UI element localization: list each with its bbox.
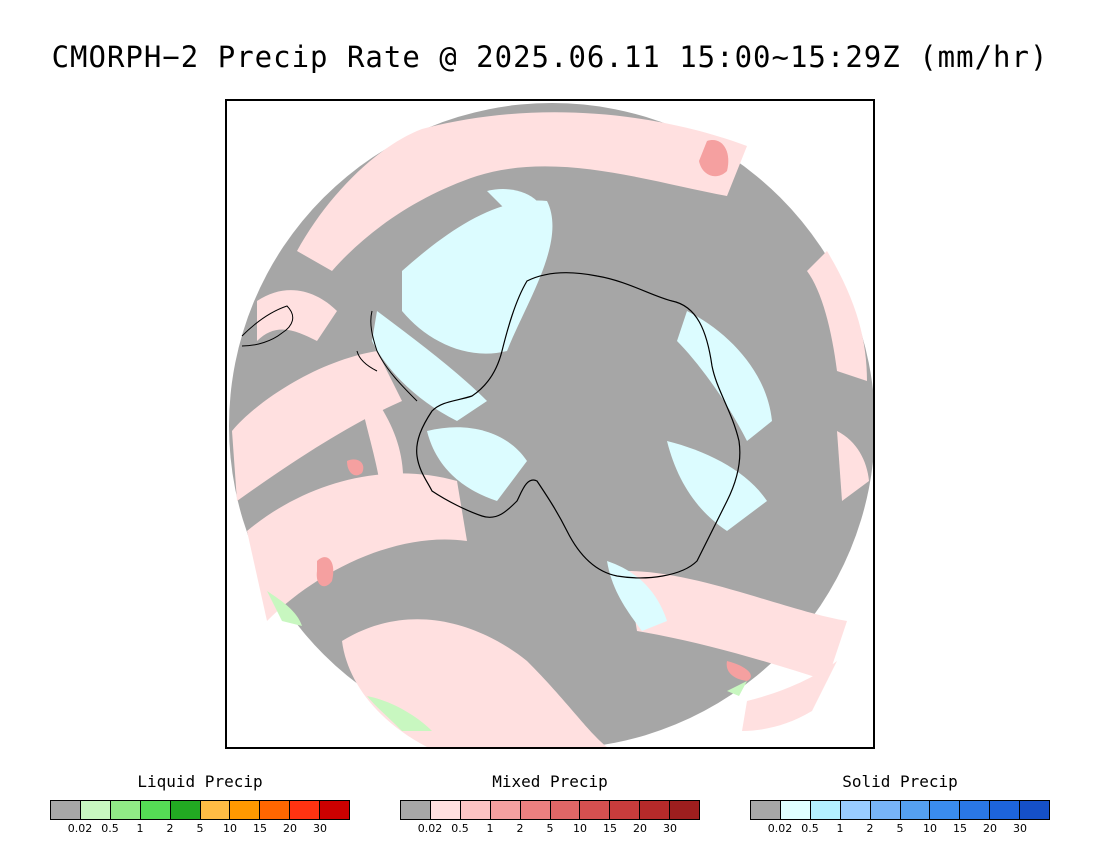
legend-tick-label: 15 xyxy=(603,822,617,835)
legend-swatch xyxy=(810,801,841,819)
legend-swatch xyxy=(140,801,171,819)
legend-swatch xyxy=(580,801,611,819)
legend-tick-label: 2 xyxy=(166,822,174,835)
legend-tick-label: 20 xyxy=(283,822,297,835)
tick-labels: 0.02 0.5 1 2 5 10 15 20 30 xyxy=(750,822,1050,836)
legend-tick-label: 1 xyxy=(136,822,144,835)
legend-liquid-precip: Liquid Precip 0.02 0.5 1 2 5 10 15 20 30 xyxy=(50,772,350,836)
legend-swatch xyxy=(430,801,461,819)
legend-swatch xyxy=(990,801,1021,819)
legend-swatch xyxy=(490,801,521,819)
legend-swatch xyxy=(670,801,700,819)
legend-swatch xyxy=(900,801,931,819)
legend-swatch xyxy=(870,801,901,819)
antarctic-peninsula-coastline xyxy=(356,310,418,402)
legend-swatch xyxy=(640,801,671,819)
legend-tick-label: 15 xyxy=(253,822,267,835)
legend-swatch xyxy=(550,801,581,819)
legend-swatch xyxy=(260,801,291,819)
legend-tick-label: 30 xyxy=(1013,822,1027,835)
legend-swatch xyxy=(290,801,321,819)
color-bar xyxy=(50,800,350,820)
legend-tick-label: 10 xyxy=(223,822,237,835)
legend-tick-label: 20 xyxy=(983,822,997,835)
legend-swatch xyxy=(960,801,991,819)
legend-swatch xyxy=(80,801,111,819)
legend-swatch xyxy=(930,801,961,819)
legend-tick-label: 0.5 xyxy=(451,822,469,835)
legend-tick-label: 30 xyxy=(313,822,327,835)
legend-title: Liquid Precip xyxy=(137,772,263,791)
legend-title: Mixed Precip xyxy=(492,772,608,791)
legend-tick-label: 1 xyxy=(836,822,844,835)
legend-swatch xyxy=(751,801,781,819)
legend-tick-label: 20 xyxy=(633,822,647,835)
legend-swatch xyxy=(610,801,641,819)
legend-swatch xyxy=(520,801,551,819)
chart-title: CMORPH−2 Precip Rate @ 2025.06.11 15:00~… xyxy=(51,40,1049,74)
color-bar xyxy=(750,800,1050,820)
mixed-precip-medium-areas xyxy=(316,140,751,681)
legend-tick-label: 0.5 xyxy=(801,822,819,835)
south-america-coastline xyxy=(241,305,294,347)
legend-swatch xyxy=(110,801,141,819)
legend-tick-label: 15 xyxy=(953,822,967,835)
legend-swatch xyxy=(401,801,431,819)
legend-tick-label: 10 xyxy=(573,822,587,835)
legend-swatch xyxy=(320,801,350,819)
legend-swatch xyxy=(840,801,871,819)
solid-precip-areas xyxy=(372,189,772,631)
legend-tick-label: 5 xyxy=(196,822,204,835)
polar-map-svg xyxy=(229,103,873,747)
legend-title: Solid Precip xyxy=(842,772,958,791)
legend-swatch xyxy=(230,801,261,819)
legend-solid-precip: Solid Precip 0.02 0.5 1 2 5 10 15 20 30 xyxy=(750,772,1050,836)
legend-tick-label: 0.02 xyxy=(767,822,793,835)
legend-tick-label: 10 xyxy=(923,822,937,835)
legend-tick-label: 1 xyxy=(486,822,494,835)
legend-tick-label: 5 xyxy=(546,822,554,835)
legend-swatch xyxy=(170,801,201,819)
legend-swatch xyxy=(1020,801,1050,819)
legend-swatch xyxy=(460,801,491,819)
tick-labels: 0.02 0.5 1 2 5 10 15 20 30 xyxy=(400,822,700,836)
legend-tick-label: 2 xyxy=(516,822,524,835)
legend-tick-label: 0.5 xyxy=(101,822,119,835)
legend-mixed-precip: Mixed Precip 0.02 0.5 1 2 5 10 15 20 30 xyxy=(400,772,700,836)
legend-tick-label: 0.02 xyxy=(67,822,93,835)
color-bar xyxy=(400,800,700,820)
legend-tick-label: 0.02 xyxy=(417,822,443,835)
liquid-precip-areas xyxy=(267,591,747,731)
legend-swatch xyxy=(200,801,231,819)
legend-swatch xyxy=(51,801,81,819)
legend-tick-label: 5 xyxy=(896,822,904,835)
tick-labels: 0.02 0.5 1 2 5 10 15 20 30 xyxy=(50,822,350,836)
legend-tick-label: 30 xyxy=(663,822,677,835)
legend-swatch xyxy=(780,801,811,819)
legend-tick-label: 2 xyxy=(866,822,874,835)
precip-map xyxy=(225,99,875,749)
antarctica-coastline xyxy=(416,272,741,579)
